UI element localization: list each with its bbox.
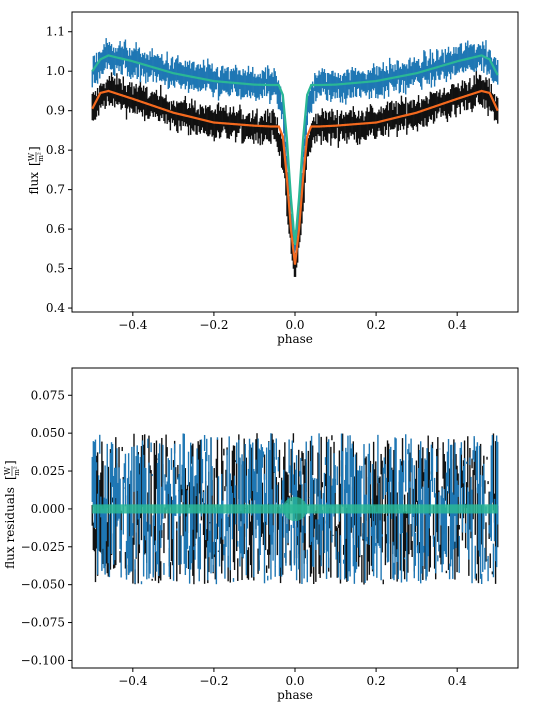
top-y-tick-label: 0.8	[46, 143, 65, 157]
bottom-y-axis-label: flux residuals [ W m² ]	[3, 460, 21, 569]
top-x-tick-label: −0.2	[199, 318, 228, 332]
top-x-tick-label: 0.0	[285, 318, 304, 332]
top-y-ticks: 0.4 0.5 0.6 0.7 0.8 0.9 1.0 1.1	[46, 25, 72, 315]
bottom-x-tick-label: 0.4	[448, 674, 467, 688]
bottom-x-tick-label: −0.2	[199, 674, 228, 688]
top-y-tick-label: 0.7	[46, 183, 65, 197]
top-y-tick-label: 0.5	[46, 262, 65, 276]
svg-text:flux residuals: flux residuals	[3, 487, 17, 569]
bottom-y-tick-label: 0.000	[31, 502, 65, 516]
model-band-dip	[282, 496, 308, 522]
bottom-x-axis-label: phase	[277, 688, 313, 702]
top-y-axis-label: flux [ W m² ]	[27, 146, 45, 194]
bottom-y-tick-label: −0.100	[21, 653, 65, 667]
top-y-tick-label: 1.0	[46, 64, 65, 78]
bottom-y-tick-label: 0.050	[31, 426, 65, 440]
errorbar-series-dataset_a	[91, 38, 499, 253]
top-y-tick-label: 1.1	[46, 25, 65, 39]
bottom-y-tick-label: 0.075	[31, 388, 65, 402]
svg-text:m²: m²	[13, 466, 21, 476]
residual-model-band	[92, 496, 498, 522]
svg-text:]: ]	[3, 460, 17, 465]
svg-text:[: [	[3, 475, 17, 480]
residual-series-dataset_a	[91, 433, 499, 585]
bottom-x-ticks: −0.4 −0.2 0.0 0.2 0.4	[118, 668, 467, 688]
model-line-model_b	[91, 89, 499, 265]
svg-text:flux: flux	[27, 172, 41, 195]
svg-text:W: W	[27, 152, 36, 161]
top-x-tick-label: 0.4	[448, 318, 467, 332]
svg-text:W: W	[3, 466, 12, 475]
top-y-tick-label: 0.9	[46, 104, 65, 118]
bottom-panel: −0.4 −0.2 0.0 0.2 0.4 −0.100 −0.075 −0.050 −0.0…	[3, 367, 519, 702]
top-y-tick-label: 0.4	[46, 301, 65, 315]
bottom-y-tick-label: −0.050	[21, 578, 65, 592]
top-x-ticks: −0.4 −0.2 0.0 0.2 0.4	[118, 312, 467, 332]
bottom-x-tick-label: −0.4	[118, 674, 148, 688]
bottom-data-layer	[91, 433, 499, 585]
top-data-layer	[91, 38, 499, 277]
bottom-y-tick-label: −0.025	[21, 540, 65, 554]
top-x-tick-label: 0.2	[367, 318, 386, 332]
bottom-x-tick-label: 0.0	[285, 674, 304, 688]
top-panel: −0.4 −0.2 0.0 0.2 0.4 0.4 0.5 0.6 0.7 0.8 0.9 1.0 1…	[27, 11, 519, 346]
bottom-y-ticks: −0.100 −0.075 −0.050 −0.025 0.000 0.025 0.050 0…	[21, 388, 72, 667]
model-line-model_a	[91, 54, 499, 245]
bottom-x-tick-label: 0.2	[367, 674, 386, 688]
top-x-axis-label: phase	[277, 332, 313, 346]
svg-text:[: [	[27, 161, 41, 166]
top-y-tick-label: 0.6	[46, 222, 65, 236]
bottom-y-tick-label: −0.075	[21, 616, 65, 630]
bottom-y-tick-label: 0.025	[31, 464, 65, 478]
top-x-tick-label: −0.4	[118, 318, 148, 332]
svg-text:]: ]	[27, 146, 41, 151]
svg-text:m²: m²	[37, 152, 45, 162]
